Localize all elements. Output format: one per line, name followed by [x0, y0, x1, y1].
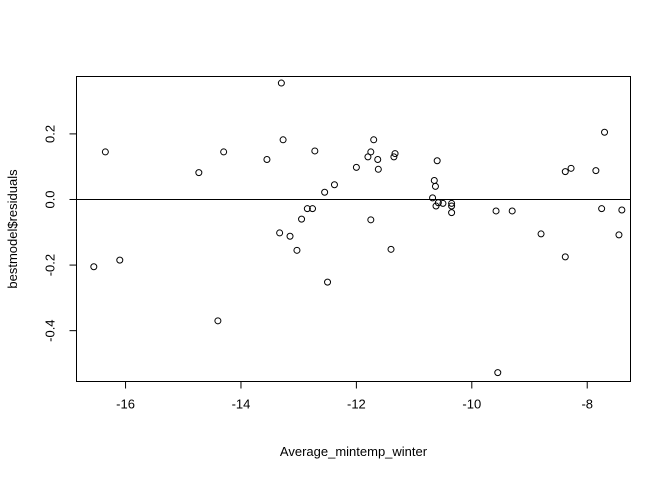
- data-point: [492, 207, 500, 215]
- data-point: [311, 147, 319, 155]
- y-tick-label: -0.4: [43, 319, 58, 341]
- data-point: [598, 205, 606, 213]
- data-point: [293, 246, 301, 254]
- data-point: [330, 181, 338, 189]
- data-point: [321, 188, 329, 196]
- data-point: [116, 256, 124, 264]
- y-tick-label: 0.0: [43, 190, 58, 208]
- data-point: [324, 278, 332, 286]
- data-point: [433, 157, 441, 165]
- y-axis-label: bestmodel$residuals: [5, 169, 20, 289]
- data-point: [277, 79, 285, 87]
- x-tick-label: -8: [581, 397, 593, 412]
- data-point: [561, 168, 569, 176]
- data-point: [101, 148, 109, 156]
- x-axis-label: Average_mintemp_winter: [280, 444, 428, 459]
- data-point: [352, 163, 360, 171]
- data-point: [592, 167, 600, 175]
- data-point: [286, 232, 294, 240]
- data-point: [387, 245, 395, 253]
- data-point: [367, 148, 375, 156]
- plot-frame: [76, 76, 631, 382]
- x-tick-label: -10: [462, 397, 481, 412]
- data-point: [303, 205, 311, 213]
- data-point: [508, 207, 516, 215]
- data-point: [214, 317, 222, 325]
- data-point: [431, 182, 439, 190]
- data-point: [601, 128, 609, 136]
- x-axis: -16 -14 -12 -10 -8: [116, 381, 593, 412]
- data-point: [374, 165, 382, 173]
- data-point: [367, 216, 375, 224]
- data-point: [561, 253, 569, 261]
- data-point: [448, 199, 456, 207]
- data-point: [494, 369, 502, 377]
- data-point: [618, 206, 626, 214]
- data-point: [448, 209, 456, 217]
- data-point: [430, 176, 438, 184]
- data-point: [448, 202, 456, 210]
- data-point: [90, 263, 98, 271]
- data-point: [391, 150, 399, 158]
- data-point: [279, 136, 287, 144]
- x-tick-label: -14: [232, 397, 251, 412]
- data-point: [615, 231, 623, 239]
- data-point: [439, 199, 447, 207]
- data-point: [434, 199, 442, 207]
- data-point: [195, 169, 203, 177]
- x-tick-label: -16: [116, 397, 135, 412]
- data-point: [309, 205, 317, 213]
- y-axis: -0.4 -0.2 0.0 0.2: [43, 125, 77, 342]
- data-point: [276, 229, 284, 237]
- y-tick-label: 0.2: [43, 125, 58, 143]
- data-point: [370, 136, 378, 144]
- data-point: [220, 148, 228, 156]
- data-point: [567, 164, 575, 172]
- data-point: [263, 155, 271, 163]
- data-point: [429, 194, 437, 202]
- data-point: [537, 230, 545, 238]
- data-point: [298, 215, 306, 223]
- data-point: [374, 155, 382, 163]
- data-points: [90, 79, 626, 377]
- y-tick-label: -0.2: [43, 254, 58, 276]
- data-point: [390, 153, 398, 161]
- x-tick-label: -12: [347, 397, 366, 412]
